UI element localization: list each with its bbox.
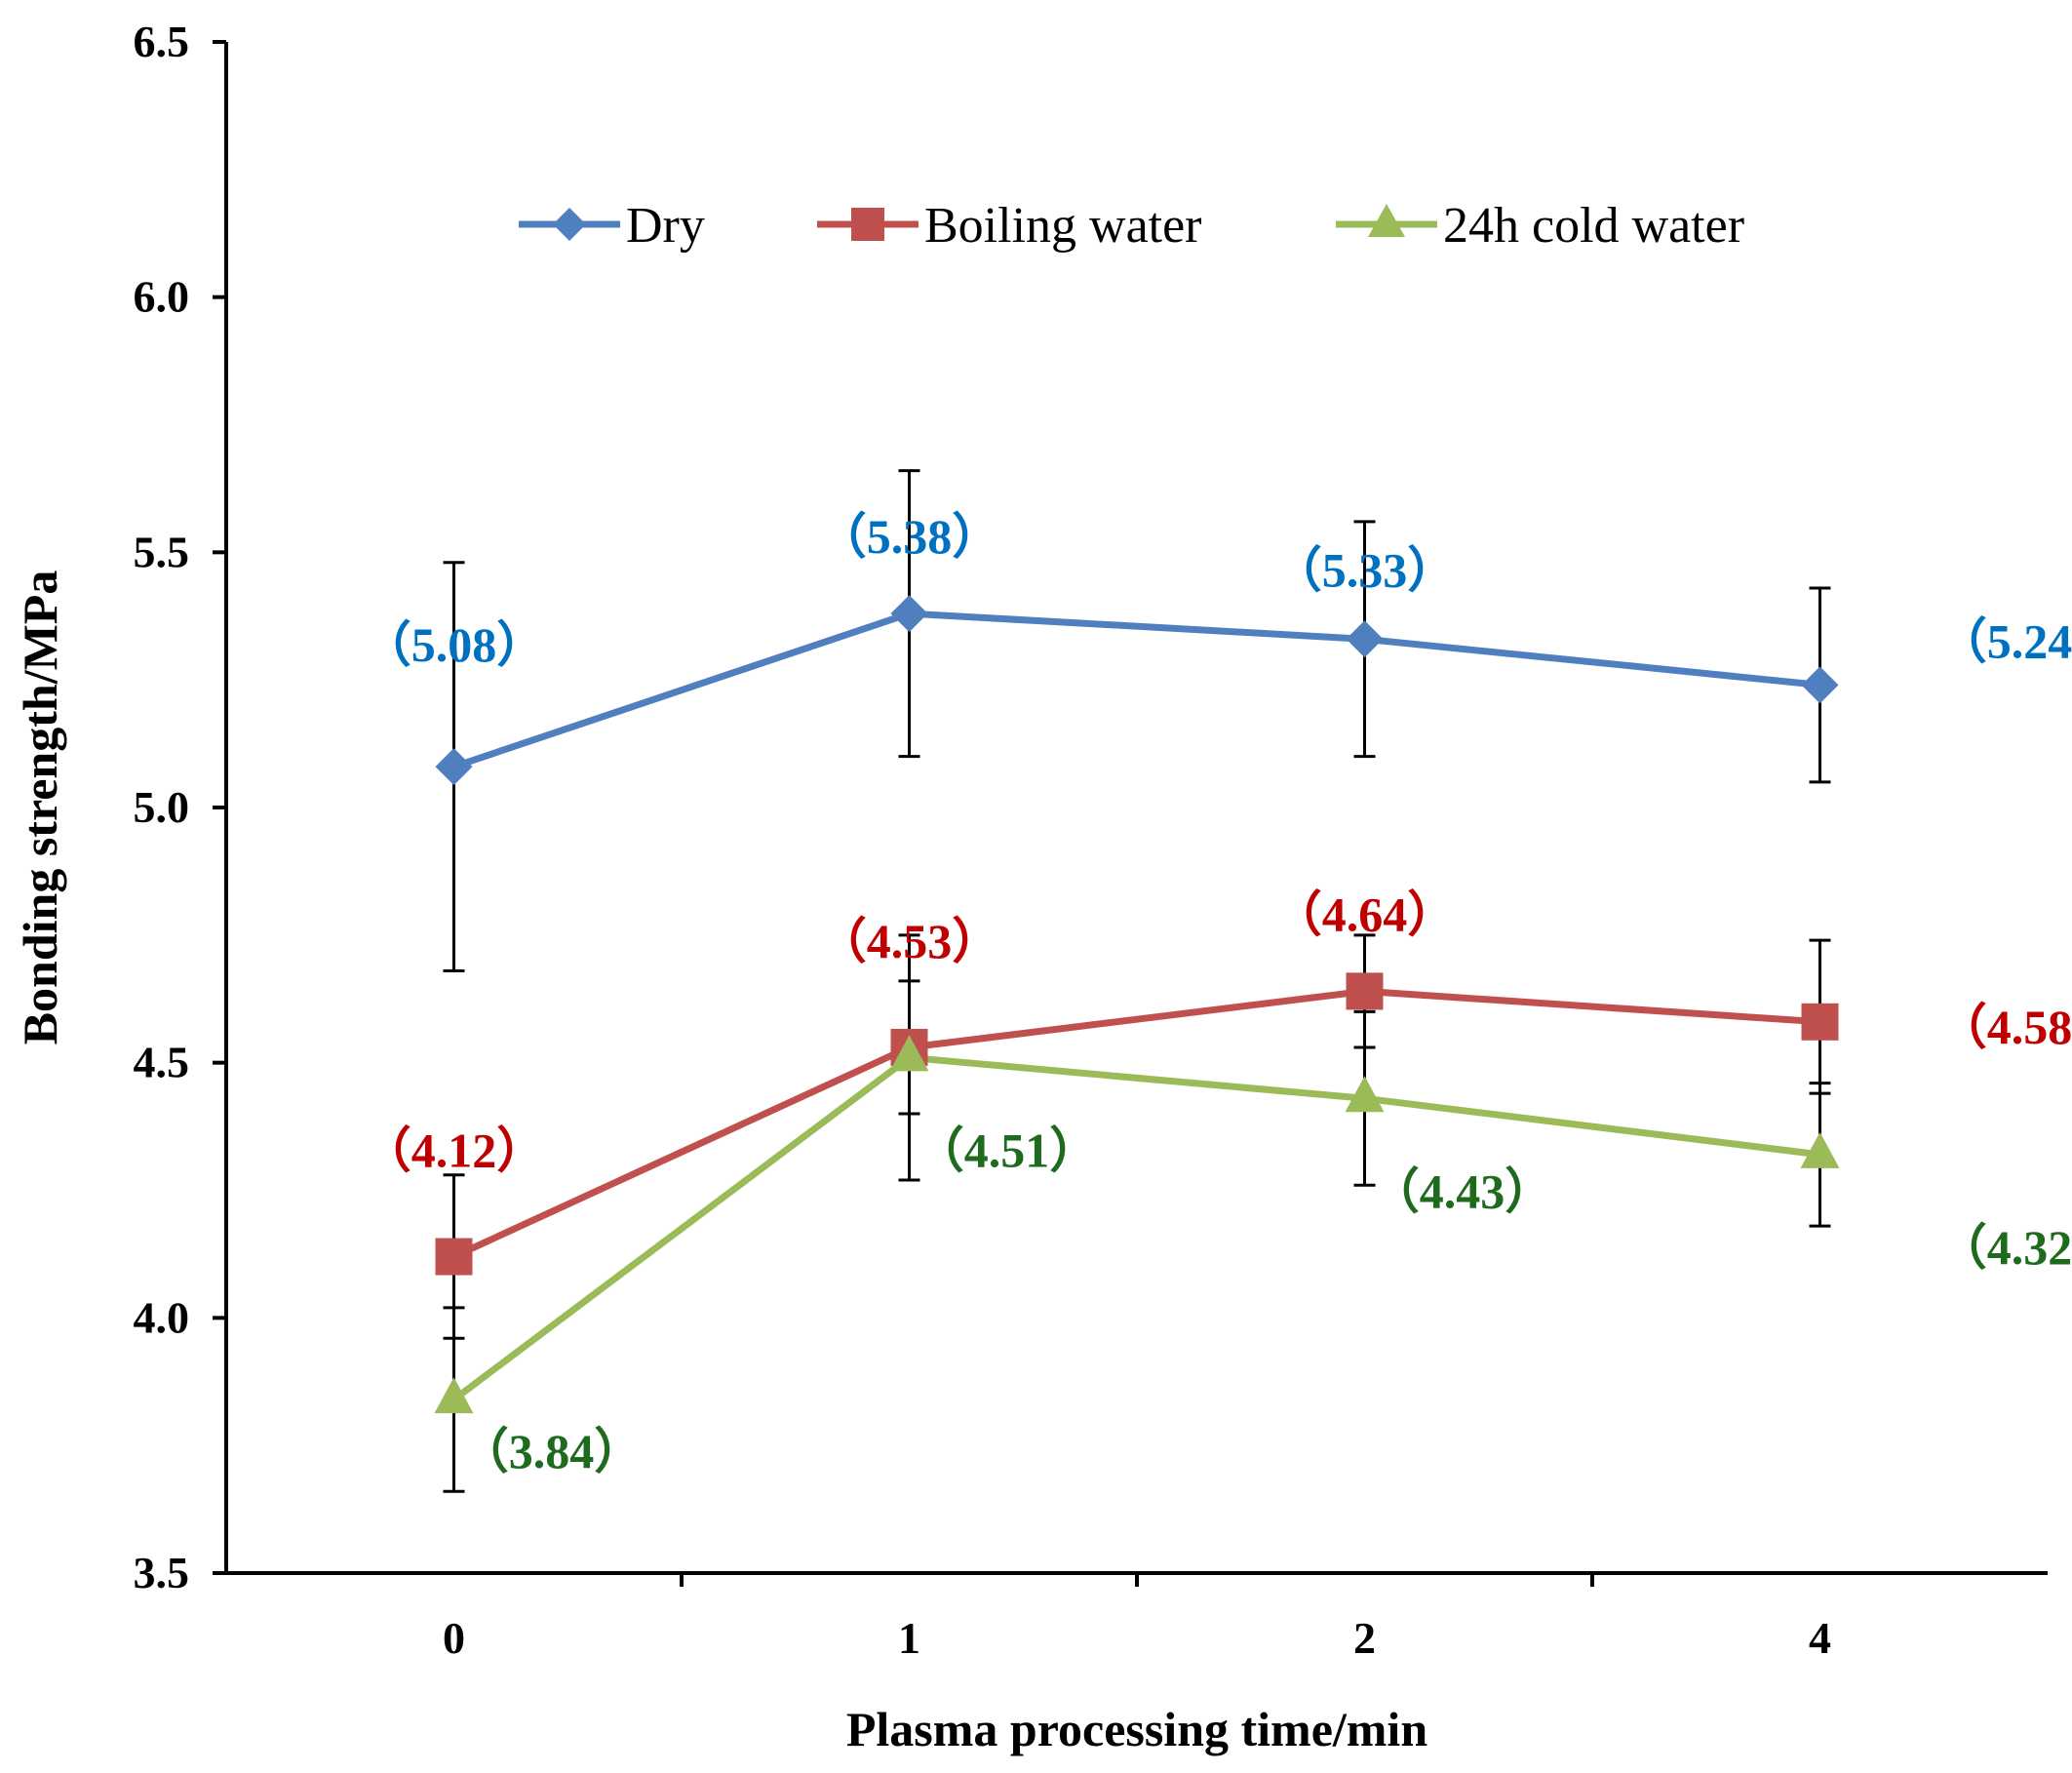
data-label: （4.12） bbox=[363, 1123, 546, 1178]
series-line-dry bbox=[452, 610, 1820, 770]
data-point-marker bbox=[1345, 1076, 1385, 1113]
x-axis-title: Plasma processing time/min bbox=[846, 1702, 1427, 1756]
y-tick-label: 4.0 bbox=[134, 1292, 190, 1342]
data-labels: （5.08） （5.38） （5.33） （5.24） （4.12） （4.53） （4.6… bbox=[363, 509, 2072, 1478]
data-label: （4.58） bbox=[1938, 1000, 2072, 1054]
y-tick-label: 3.5 bbox=[134, 1548, 190, 1597]
data-point-marker bbox=[1801, 1003, 1839, 1041]
data-label: （4.51） bbox=[916, 1123, 1099, 1177]
data-point-marker bbox=[1346, 972, 1384, 1010]
data-label: （4.53） bbox=[818, 914, 1001, 968]
y-tick-label: 5.5 bbox=[134, 527, 190, 576]
axes bbox=[224, 42, 2048, 1575]
data-point-marker bbox=[435, 1238, 473, 1276]
legend-label: Boiling water bbox=[924, 198, 1202, 254]
data-label: （4.32） bbox=[1938, 1220, 2072, 1275]
y-ticks: 3.5 4.0 4.5 5.0 5.5 6.0 6.5 bbox=[134, 17, 226, 1597]
data-label: （4.64） bbox=[1273, 886, 1457, 941]
data-label: （3.84） bbox=[460, 1424, 644, 1478]
y-tick-label: 4.5 bbox=[134, 1038, 190, 1087]
data-label: （5.08） bbox=[363, 617, 546, 672]
data-point-marker bbox=[889, 1035, 929, 1072]
series-markers bbox=[434, 595, 1840, 1414]
data-point-marker bbox=[1346, 620, 1384, 658]
y-tick-label: 6.5 bbox=[134, 17, 190, 66]
legend-label: Dry bbox=[626, 198, 705, 254]
legend-marker bbox=[851, 208, 884, 241]
legend: Dry Boiling water 24h cold water bbox=[519, 198, 1744, 254]
y-tick-label: 6.0 bbox=[134, 272, 190, 322]
series-line-boiling-water bbox=[452, 987, 1820, 1260]
x-tick-label: 4 bbox=[1809, 1613, 1831, 1663]
data-point-marker bbox=[890, 595, 928, 633]
data-label: （4.43） bbox=[1371, 1163, 1554, 1218]
data-point-marker bbox=[1801, 666, 1839, 704]
data-label: （5.24） bbox=[1938, 613, 2072, 668]
series-lines bbox=[451, 610, 1820, 1402]
x-tick-label: 2 bbox=[1353, 1613, 1376, 1663]
data-label: （5.33） bbox=[1273, 542, 1457, 597]
x-ticks: 0 1 2 4 bbox=[443, 1573, 1831, 1663]
y-tick-label: 5.0 bbox=[134, 782, 190, 832]
legend-label: 24h cold water bbox=[1443, 198, 1744, 254]
data-point-marker bbox=[435, 748, 473, 786]
x-tick-label: 1 bbox=[898, 1613, 920, 1663]
y-axis-title: Bonding strength/MPa bbox=[13, 571, 67, 1045]
x-tick-label: 0 bbox=[443, 1613, 465, 1663]
legend-marker bbox=[553, 208, 586, 241]
data-point-marker bbox=[434, 1377, 474, 1414]
data-point-marker bbox=[1800, 1131, 1840, 1168]
legend-marker bbox=[1368, 204, 1405, 237]
series-line-24h-cold-water bbox=[451, 1053, 1820, 1402]
data-label: （5.38） bbox=[818, 509, 1001, 564]
